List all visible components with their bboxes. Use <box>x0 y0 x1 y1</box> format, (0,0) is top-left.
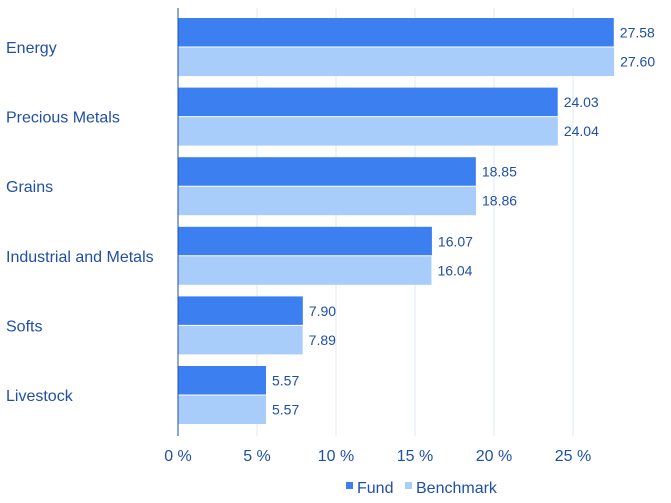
x-tick-label: 15 % <box>397 448 433 465</box>
value-label: 24.03 <box>564 94 599 110</box>
value-label: 24.04 <box>564 123 599 139</box>
category-label: Industrial and Metals <box>6 249 154 266</box>
legend-label-fund: Fund <box>357 480 393 497</box>
bar-fund-0 <box>178 18 614 47</box>
bar-fund-3 <box>178 226 432 256</box>
bar-benchmark-0 <box>178 47 615 76</box>
bar-benchmark-1 <box>178 116 558 146</box>
x-tick-label: 5 % <box>243 448 271 465</box>
category-label: Energy <box>6 40 57 57</box>
x-tick-label: 10 % <box>318 448 354 465</box>
x-tick-label: 20 % <box>476 448 512 465</box>
bar-benchmark-4 <box>178 325 303 355</box>
bar-benchmark-5 <box>178 395 267 424</box>
category-label: Livestock <box>6 388 74 405</box>
category-label: Softs <box>6 318 42 335</box>
legend-swatch-benchmark <box>405 482 412 489</box>
x-axis-ticks: 0 % 5 % 10 % 15 % 20 % 25 % <box>164 448 591 465</box>
value-label: 27.58 <box>620 25 655 41</box>
value-label: 16.07 <box>438 233 473 249</box>
value-label: 27.60 <box>620 54 655 70</box>
value-label: 7.90 <box>309 303 336 319</box>
value-label: 7.89 <box>309 332 336 348</box>
value-label: 18.86 <box>482 193 517 209</box>
x-tick-label: 0 % <box>164 448 192 465</box>
bar-fund-5 <box>178 366 267 395</box>
bar-fund-4 <box>178 296 303 326</box>
value-label: 5.57 <box>272 373 299 389</box>
value-label: 18.85 <box>482 164 517 180</box>
legend: Fund Benchmark <box>346 480 498 497</box>
value-labels: 27.58 27.60 24.03 24.04 18.85 18.86 16.07 16.04… <box>272 25 655 418</box>
value-label: 5.57 <box>272 402 299 418</box>
bar-fund-1 <box>178 87 558 117</box>
x-tick-label: 25 % <box>555 448 591 465</box>
category-label: Precious Metals <box>6 110 120 127</box>
legend-label-benchmark: Benchmark <box>416 480 498 497</box>
category-labels: Energy Precious Metals Grains Industrial an… <box>6 40 154 405</box>
bar-benchmark-2 <box>178 186 477 216</box>
bar-fund-2 <box>178 157 476 187</box>
category-label: Grains <box>6 179 53 196</box>
legend-swatch-fund <box>346 482 353 489</box>
bar-benchmark-3 <box>178 255 432 285</box>
grid-lines <box>256 8 574 436</box>
value-label: 16.04 <box>437 262 472 278</box>
bars <box>178 18 615 424</box>
